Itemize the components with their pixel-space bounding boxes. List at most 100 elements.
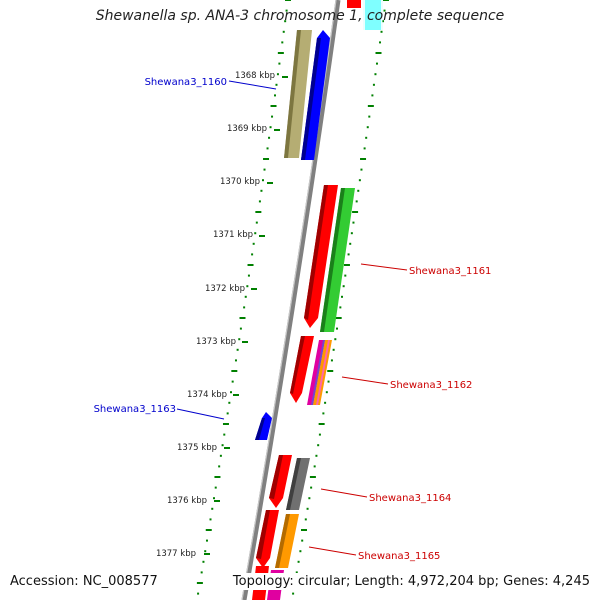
tick-label: 1369 kbp xyxy=(227,124,267,134)
outer-guide-dot xyxy=(341,295,344,298)
outer-guide-dot xyxy=(295,571,298,574)
leader-line xyxy=(360,263,408,271)
outer-guide-dot xyxy=(339,306,342,309)
outer-guide-dot xyxy=(310,486,313,489)
outer-guide-dot xyxy=(365,136,368,139)
inner-guide-dot xyxy=(236,348,239,351)
outer-guide-dot xyxy=(358,179,361,182)
outer-guide-dot xyxy=(308,497,311,500)
inner-guide-dot xyxy=(251,253,254,256)
outer-guide-dot xyxy=(352,221,355,224)
inner-guide-dot xyxy=(269,126,272,129)
inner-guide-dot xyxy=(278,62,281,65)
outer-guide-dot xyxy=(368,115,371,118)
outer-guide-dot xyxy=(347,253,350,256)
inner-guide-dot xyxy=(226,412,229,415)
leader-line xyxy=(176,408,225,420)
outer-guide-dot xyxy=(374,73,377,76)
feature-top-cyan-edge xyxy=(363,0,383,30)
inner-guide-dot xyxy=(200,571,203,574)
outer-guide-dot xyxy=(297,560,300,563)
label-shewana3-1161[interactable]: Shewana3_1161 xyxy=(409,266,491,277)
inner-guide-dot xyxy=(281,41,284,44)
label-shewana3-1162[interactable]: Shewana3_1162 xyxy=(390,380,472,391)
outer-guide-dot xyxy=(315,454,318,457)
outer-guide-dot xyxy=(299,550,302,553)
inner-guide-dot xyxy=(275,83,278,86)
backbone-highlight xyxy=(241,0,337,600)
inner-guide-dot xyxy=(239,327,242,330)
inner-guide-dot xyxy=(228,401,231,404)
outer-guide-dot xyxy=(324,401,327,404)
tick-label: 1371 kbp xyxy=(213,230,253,240)
gene-shewana3-1161-shade xyxy=(304,185,328,320)
outer-guide-dot xyxy=(330,359,333,362)
inner-guide-dot xyxy=(234,359,237,362)
inner-guide-dot xyxy=(246,285,249,288)
gene-shewana3-1162[interactable] xyxy=(290,336,314,403)
tick-label: 1370 kbp xyxy=(220,177,260,187)
leader-line xyxy=(228,80,277,90)
gene-orange-1165b-shade xyxy=(275,514,290,568)
outer-guide-dot xyxy=(322,412,325,415)
outer-guide-dot xyxy=(332,348,335,351)
outer-guide-dot xyxy=(357,189,360,192)
inner-guide-dot xyxy=(263,168,266,171)
inner-guide-dot xyxy=(285,9,288,12)
feature-top-cyan[interactable] xyxy=(365,0,381,30)
inner-guide-dot xyxy=(258,200,261,203)
inner-guide-dot xyxy=(212,497,215,500)
outer-guide-dot xyxy=(344,274,347,277)
map-title: Shewanella sp. ANA-3 chromosome 1, compl… xyxy=(95,8,505,24)
inner-guide-dot xyxy=(274,94,277,97)
outer-guide-dot xyxy=(313,465,316,468)
gene-shewana3-1161[interactable] xyxy=(304,185,338,328)
outer-guide-dot xyxy=(292,592,295,595)
outer-guide-dot xyxy=(325,391,328,394)
kbp-ticks: 1368 kbp 1369 kbp 1370 kbp 1371 kbp 1372… xyxy=(156,71,288,559)
inner-guide-dot xyxy=(266,147,269,150)
tick-label: 1375 kbp xyxy=(177,443,217,453)
outer-guide-dot xyxy=(380,30,383,33)
outer-guide-dot xyxy=(379,41,382,44)
outer-guide-dot xyxy=(350,232,353,235)
inner-guide-dot xyxy=(254,232,257,235)
inner-guide-dot xyxy=(284,20,287,23)
tick-label: 1368 kbp xyxy=(235,71,275,81)
outer-guide-dot xyxy=(304,518,307,521)
outer-guide-dot xyxy=(318,433,321,436)
inner-guide-dot xyxy=(231,380,234,383)
inner-guide-dot xyxy=(268,136,271,139)
outer-guide-dot xyxy=(383,9,386,12)
inner-guide-dot xyxy=(244,295,247,298)
accession-text: Accession: NC_008577 xyxy=(8,573,160,590)
label-shewana3-1160[interactable]: Shewana3_1160 xyxy=(145,77,227,88)
outer-guide-dot xyxy=(363,147,366,150)
tick-label: 1377 kbp xyxy=(156,549,196,559)
gene-shewana3-1160-shade xyxy=(301,38,321,160)
label-shewana3-1165[interactable]: Shewana3_1165 xyxy=(358,551,440,562)
leader-line xyxy=(308,546,357,556)
inner-guide-dot xyxy=(238,338,241,341)
outer-guide-dot xyxy=(327,380,330,383)
label-shewana3-1163[interactable]: Shewana3_1163 xyxy=(94,404,176,415)
label-shewana3-1164[interactable]: Shewana3_1164 xyxy=(369,493,451,504)
topology-summary: Topology: circular; Length: 4,972,204 bp… xyxy=(230,573,592,590)
outer-guide-dot xyxy=(306,507,309,510)
gene-gray-shade xyxy=(286,458,301,510)
outer-guide-dot xyxy=(317,444,320,447)
inner-guide-dot xyxy=(218,465,221,468)
outer-guide-dot xyxy=(382,20,385,23)
inner-guide-dot xyxy=(276,73,279,76)
outer-guide-dot xyxy=(375,62,378,65)
inner-guide-dot xyxy=(211,507,214,510)
feature-top-red[interactable] xyxy=(347,0,361,8)
gene-shewana3-1162-shade xyxy=(290,336,305,394)
inner-guide-dot xyxy=(230,391,233,394)
tick-label: 1373 kbp xyxy=(196,337,236,347)
inner-guide-dot xyxy=(209,518,212,521)
outer-guide-dot xyxy=(334,338,337,341)
gene-shewana3-1164-shade xyxy=(269,455,283,499)
inner-guide-dot xyxy=(214,486,217,489)
